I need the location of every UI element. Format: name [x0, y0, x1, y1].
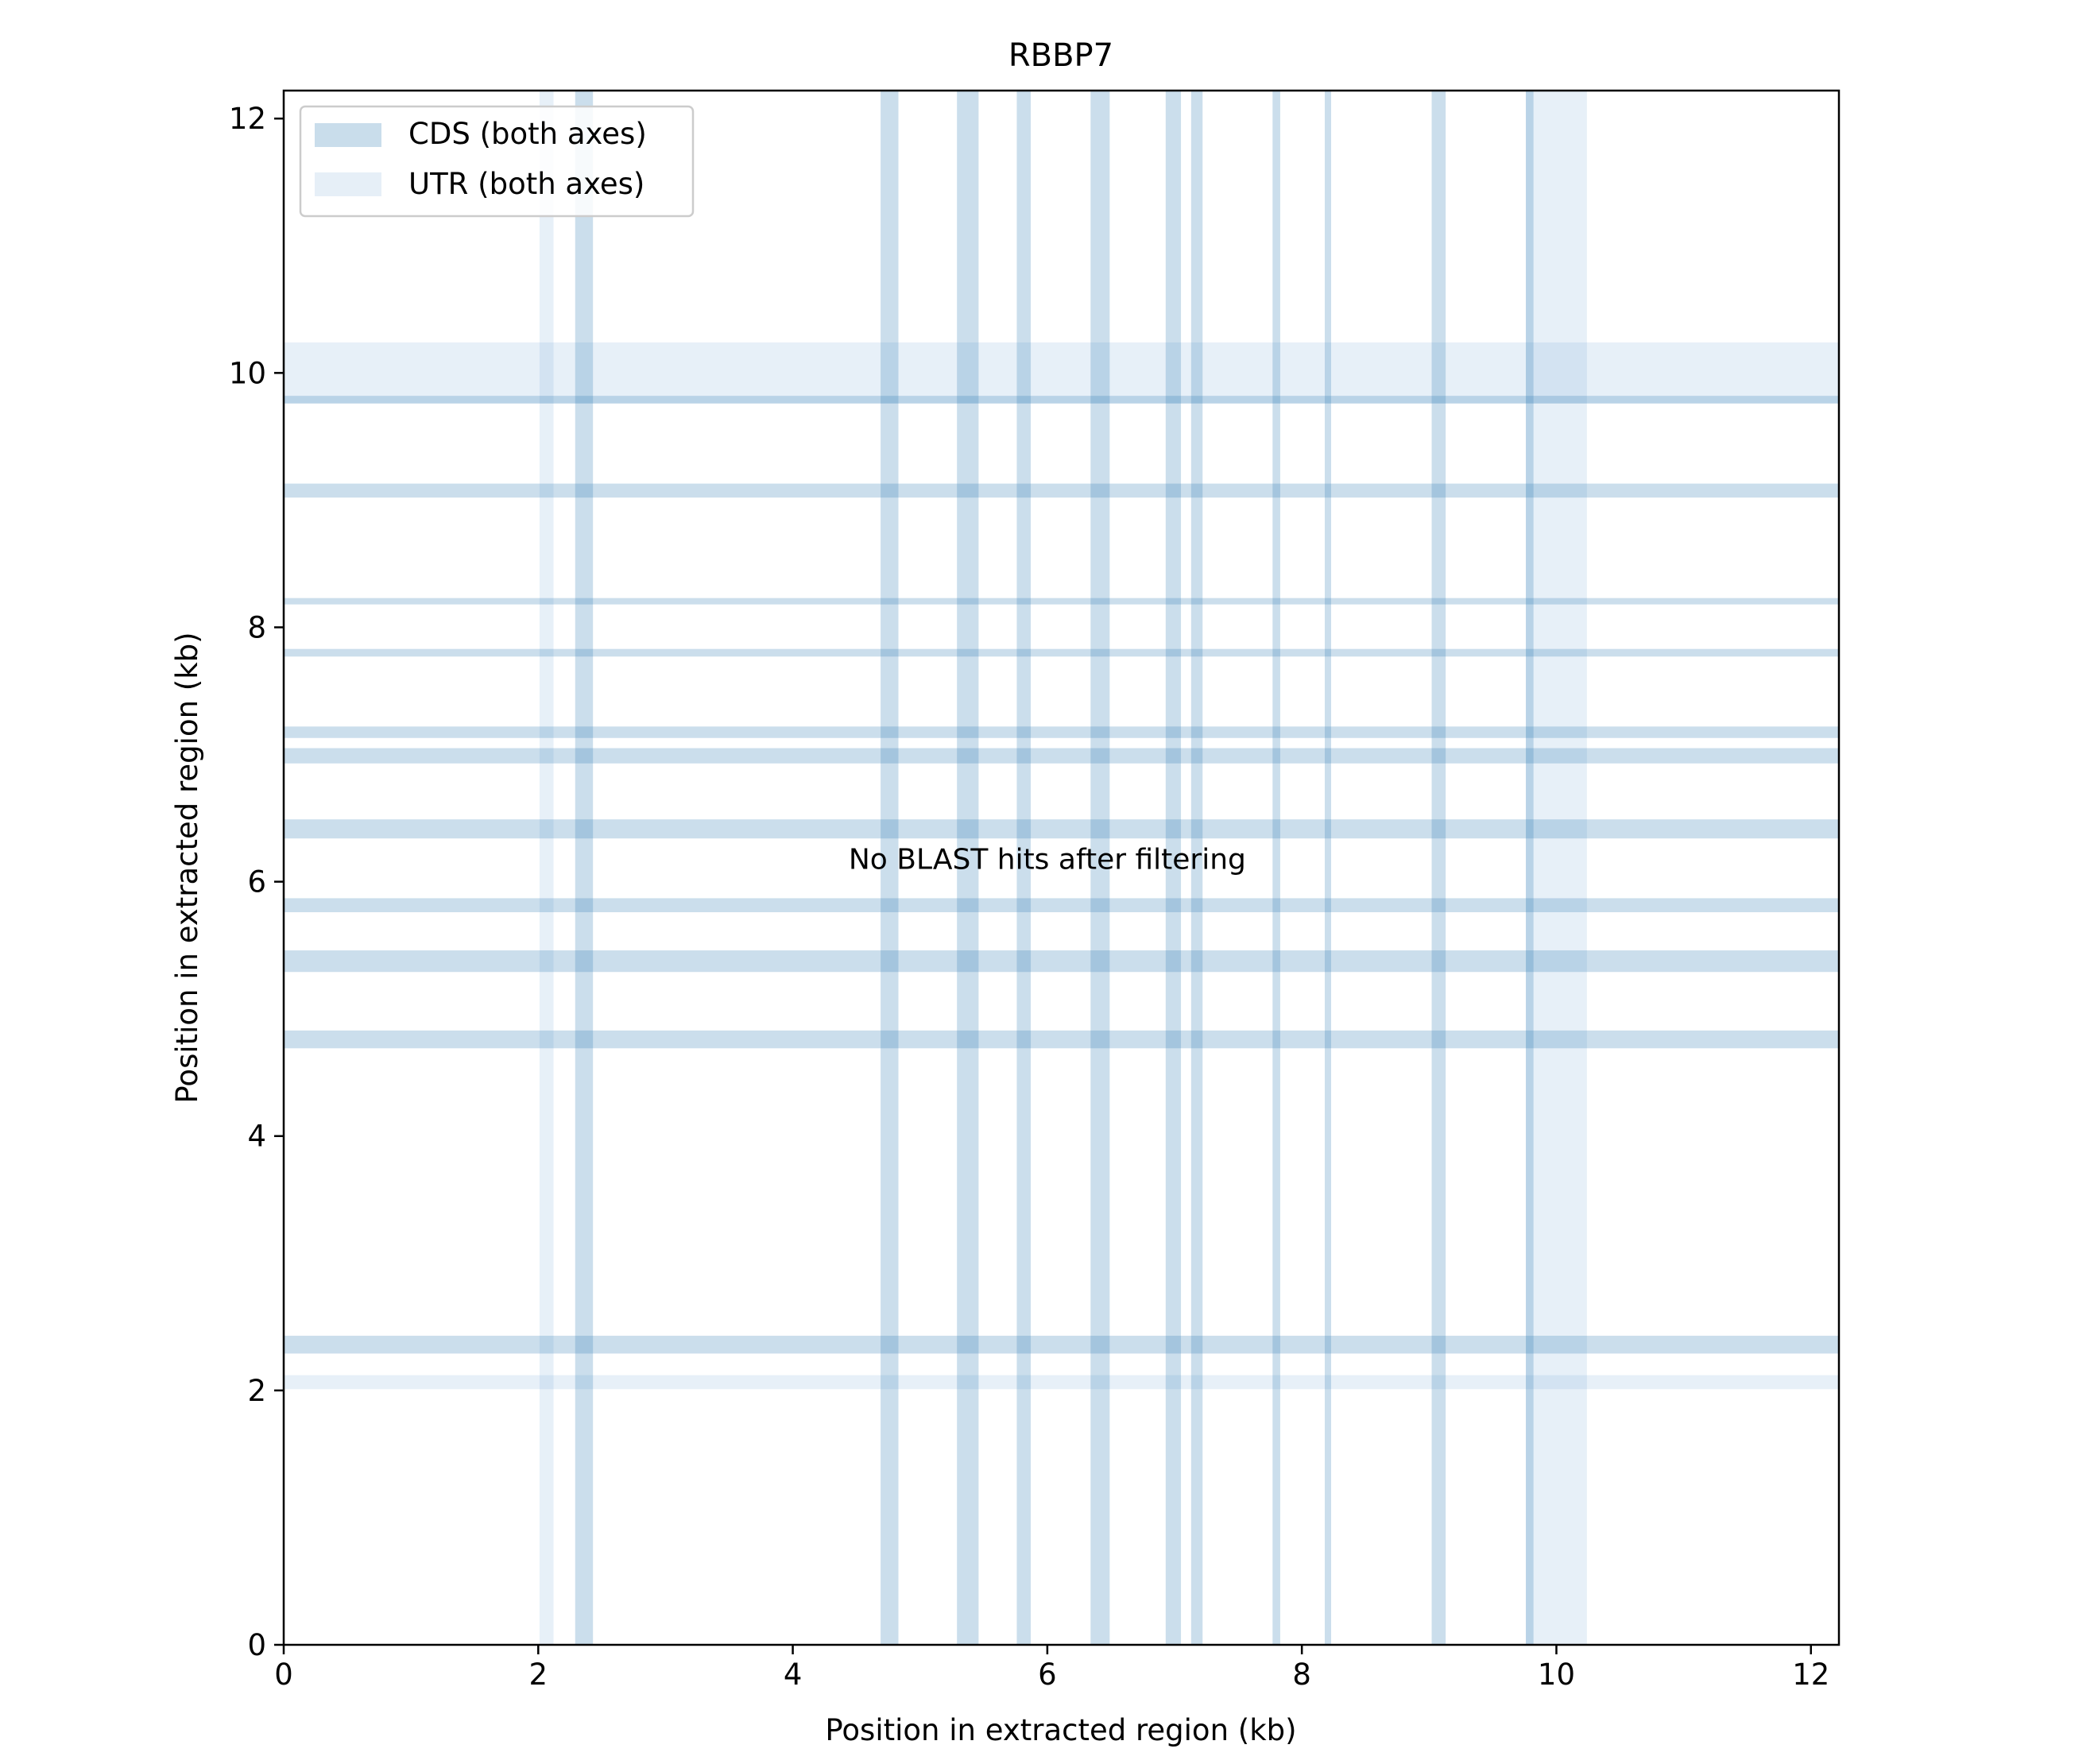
annotation-layer: No BLAST hits after filtering [849, 844, 1246, 876]
x-tick-label: 4 [784, 1658, 803, 1692]
y-tick-label: 0 [247, 1628, 266, 1662]
y-tick-label: 10 [229, 356, 266, 390]
cds-band-vertical [1165, 91, 1182, 1645]
y-tick-label: 6 [247, 865, 266, 899]
axes-frame [282, 89, 1841, 1646]
utr-band-vertical [1526, 91, 1587, 1645]
cds-band-horizontal [284, 648, 1839, 657]
legend: CDS (both axes) UTR (both axes) [299, 105, 695, 218]
no-hits-annotation: No BLAST hits after filtering [849, 844, 1246, 876]
x-axis-label: Position in extracted region (kb) [825, 1713, 1296, 1747]
cds-band-horizontal [284, 950, 1839, 973]
plot-background [284, 91, 1839, 1645]
cds-band-vertical [1090, 91, 1110, 1645]
x-tick-label: 10 [1538, 1658, 1575, 1692]
x-tick-label: 8 [1292, 1658, 1311, 1692]
cds-band-horizontal [284, 898, 1839, 913]
y-tick-label: 4 [247, 1120, 266, 1154]
y-tick-label: 8 [247, 610, 266, 644]
cds-band-horizontal [284, 598, 1839, 605]
cds-band-horizontal [284, 396, 1839, 404]
y-tick-label: 2 [247, 1374, 266, 1408]
y-tick-label: 12 [229, 102, 266, 136]
y-axis-label: Position in extracted region (kb) [170, 632, 204, 1103]
x-tick-label: 2 [529, 1658, 548, 1692]
cds-band-vertical [1190, 91, 1203, 1645]
x-tick-label: 0 [274, 1658, 293, 1692]
cds-band-horizontal [284, 1336, 1839, 1354]
cds-band-vertical [1325, 91, 1332, 1645]
cds-band-horizontal [284, 726, 1839, 738]
cds-band-vertical [1526, 91, 1534, 1645]
cds-band-vertical [1431, 91, 1446, 1645]
x-tick-label: 12 [1792, 1658, 1829, 1692]
cds-band-horizontal [284, 483, 1839, 498]
cds-band-vertical [1272, 91, 1280, 1645]
utr-band-horizontal [284, 342, 1839, 404]
x-tick-label: 6 [1038, 1658, 1057, 1692]
legend-label-cds: CDS (both axes) [408, 117, 647, 151]
utr-band-horizontal [284, 1375, 1839, 1390]
legend-label-utr: UTR (both axes) [408, 167, 644, 201]
legend-frame [299, 105, 695, 218]
cds-band-vertical [957, 91, 979, 1645]
cds-band-vertical [575, 91, 594, 1645]
plot-area [284, 91, 1839, 1645]
cds-band-vertical [881, 91, 899, 1645]
cds-band-horizontal [284, 748, 1839, 764]
chart-title: RBBP7 [1008, 37, 1113, 74]
legend-swatch-cds [315, 123, 381, 147]
utr-band-vertical [539, 91, 554, 1645]
cds-band-horizontal [284, 1030, 1839, 1049]
cds-band-vertical [1016, 91, 1032, 1645]
legend-swatch-utr [315, 172, 381, 196]
axes: 0 2 4 6 8 10 12 0 2 4 6 8 10 12 [229, 89, 1841, 1692]
cds-band-horizontal [284, 819, 1839, 839]
